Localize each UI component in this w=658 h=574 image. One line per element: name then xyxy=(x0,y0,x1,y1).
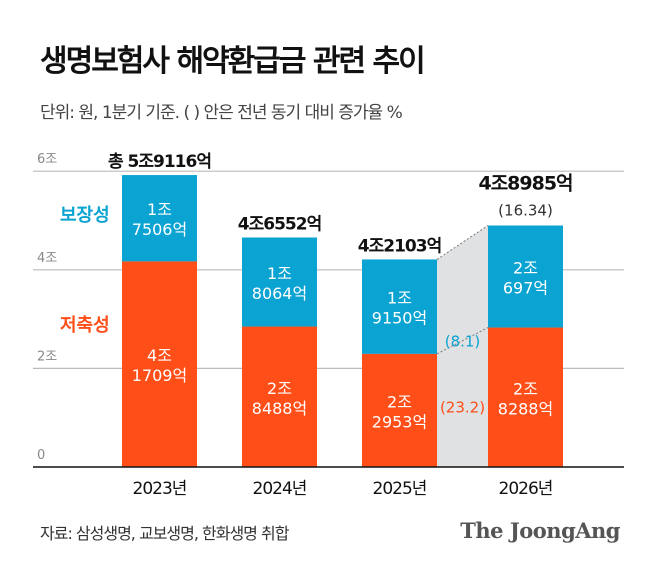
source-note: 자료: 삼성생명, 교보생명, 한화생명 취합 xyxy=(40,524,289,543)
savings-value-label: 2조 xyxy=(387,392,412,411)
bar-savings xyxy=(488,327,563,467)
savings-value-label: 8288억 xyxy=(498,399,553,418)
y-tick-label: 2조 xyxy=(37,349,57,364)
savings-value-label: 1709억 xyxy=(132,366,187,385)
x-tick-label: 2026년 xyxy=(499,479,553,499)
total-label: 4조2103억 xyxy=(358,236,441,256)
protection-value-label: 1조 xyxy=(267,264,292,283)
bar-savings xyxy=(362,353,437,467)
bar-protection xyxy=(242,237,317,327)
savings-growth-label: (23.2) xyxy=(440,398,485,416)
bar-protection xyxy=(122,175,197,262)
protection-value-label: 697억 xyxy=(503,279,548,298)
x-tick-label: 2024년 xyxy=(253,479,307,499)
protection-growth-label: (8.1) xyxy=(445,333,481,351)
savings-value-label: 4조 xyxy=(147,346,172,365)
bar-protection xyxy=(362,259,437,354)
savings-value-label: 2953억 xyxy=(372,412,427,431)
protection-value-label: 7506억 xyxy=(132,220,187,239)
bar-savings xyxy=(242,326,317,467)
x-tick-label: 2025년 xyxy=(373,479,427,499)
joongang-logo: The JoongAng xyxy=(460,518,620,543)
savings-value-label: 2조 xyxy=(267,379,292,398)
page-title: 생명보험사 해약환급금 관련 추이 xyxy=(40,44,426,79)
bar-protection xyxy=(488,225,563,328)
savings-value-label: 2조 xyxy=(513,379,538,398)
x-tick-label: 2023년 xyxy=(133,479,187,499)
dashed-connector xyxy=(436,327,489,355)
protection-value-label: 8064억 xyxy=(252,284,307,303)
y-tick-label: 6조 xyxy=(37,152,57,167)
protection-value-label: 1조 xyxy=(387,289,412,308)
total-label: 총 5조9116억 xyxy=(108,152,211,172)
growth-band xyxy=(437,225,488,467)
total-label: 4조8985억 xyxy=(478,173,572,195)
legend-savings: 저축성 xyxy=(60,315,110,336)
protection-value-label: 2조 xyxy=(513,259,538,278)
y-tick-label: 4조 xyxy=(37,251,57,266)
bar-savings xyxy=(122,261,197,467)
total-growth-label: (16.34) xyxy=(498,202,553,220)
savings-value-label: 8488억 xyxy=(252,399,307,418)
subtitle: 단위: 원, 1분기 기준. ( ) 안은 전년 동기 대비 증가율 % xyxy=(40,103,403,123)
protection-value-label: 9150억 xyxy=(372,309,427,328)
total-label: 4조6552억 xyxy=(238,214,321,234)
protection-value-label: 1조 xyxy=(147,200,172,219)
legend-protection: 보장성 xyxy=(60,205,110,226)
y-tick-label: 0 xyxy=(37,448,45,463)
